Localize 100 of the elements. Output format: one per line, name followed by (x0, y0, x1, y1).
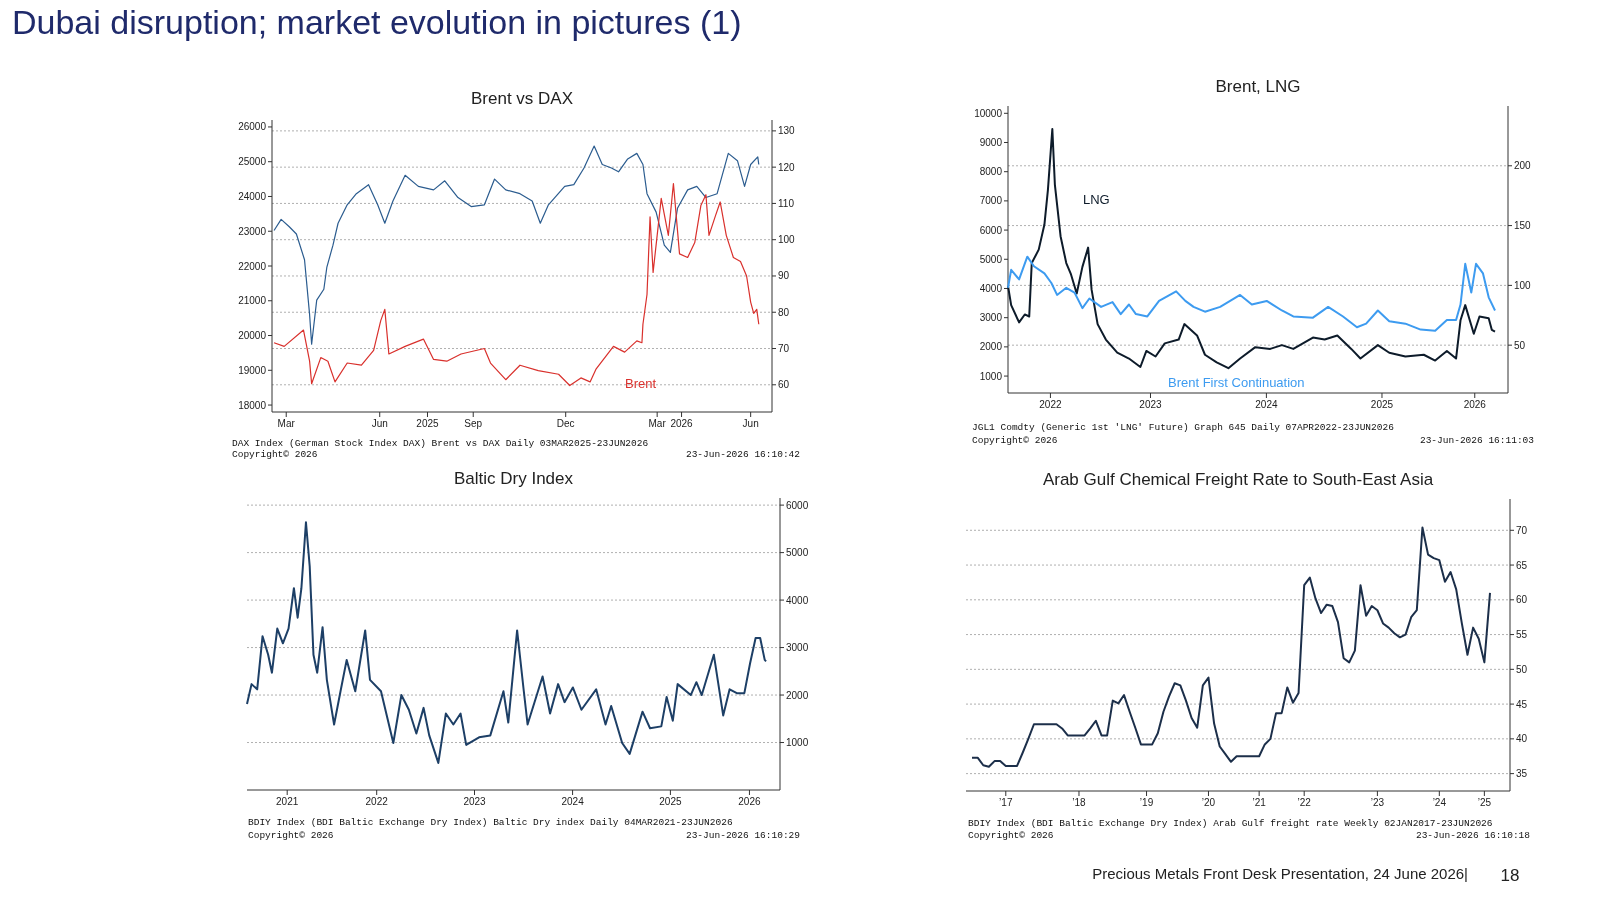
y-tick-label: 50 (1516, 663, 1528, 675)
line-series (246, 521, 768, 764)
y2-tick-label: 110 (778, 197, 795, 209)
x-tick-label: Jun (371, 418, 388, 429)
y2-tick-label: 120 (778, 161, 796, 173)
y-tick-label: 9000 (979, 137, 1003, 148)
y-tick-label: 22000 (238, 260, 267, 272)
y-tick-label: 5000 (979, 253, 1003, 265)
x-tick-label: ’20 (1201, 797, 1216, 808)
text: JGL1 Comdty (Generic 1st 'LNG' Future) Graph 645 Daily 07APR2022-23JUN2026 (972, 422, 1395, 433)
y2-tick-label: 200 (1514, 160, 1532, 172)
chart-title: Baltic Dry Index (453, 469, 574, 488)
y-tick-label: 26000 (238, 121, 267, 133)
y-tick-label: 55 (1516, 629, 1528, 641)
y-tick-label: 60 (1516, 594, 1528, 606)
y-tick-label: 35 (1516, 768, 1528, 780)
y-tick-label: 40 (1516, 733, 1528, 745)
y-tick-label: 3000 (979, 312, 1003, 324)
x-tick-label: Sep (464, 418, 483, 429)
x-tick-label: ’19 (1139, 797, 1154, 808)
text: Copyright© 2026 (968, 830, 1054, 841)
y-tick-label: 1000 (786, 737, 809, 749)
series-label: LNG (1083, 192, 1110, 207)
y2-tick-label: 100 (778, 234, 796, 246)
y2-tick-label: 130 (778, 125, 796, 137)
text: Dubai disruption; market evolution in pictures (1) (12, 3, 742, 41)
text: 23-Jun-2026 16:10:29 (685, 830, 801, 841)
x-tick-label: 2022 (365, 796, 389, 807)
y-tick-label: 6000 (979, 224, 1003, 236)
text: BDIY Index (BDI Baltic Exchange Dry Index) Baltic Dry index Daily 04MAR2021-23JUN2026 (248, 817, 733, 828)
x-tick-label: Mar (277, 418, 296, 429)
y2-tick-label: 70 (778, 343, 790, 355)
y-tick-label: 65 (1516, 559, 1528, 571)
y-tick-label: 7000 (979, 195, 1003, 207)
x-tick-label: 2026 (670, 418, 694, 429)
x-tick-label: 2024 (561, 796, 585, 807)
y-tick-label: 25000 (238, 156, 267, 168)
chart-title: Arab Gulf Chemical Freight Rate to South-East Asia (1042, 470, 1434, 489)
text: Brent First Continuation (1168, 375, 1305, 390)
line-series (1007, 255, 1497, 332)
y-tick-label: 20000 (238, 330, 267, 342)
y-tick-label: 21000 (238, 295, 267, 307)
text: Copyright© 2026 (972, 435, 1058, 446)
x-tick-label: Dec (556, 418, 575, 429)
chart-title: Brent vs DAX (470, 89, 574, 108)
x-tick-label: 2021 (276, 796, 299, 807)
y-tick-label: 5000 (786, 547, 809, 559)
x-tick-label: ’24 (1432, 797, 1447, 808)
y2-tick-label: 80 (778, 306, 790, 318)
text: 23-Jun-2026 16:10:18 (1415, 830, 1531, 841)
x-tick-label: ’18 (1072, 797, 1087, 808)
x-tick-label: 2025 (659, 796, 682, 807)
y-tick-label: 2000 (786, 689, 809, 701)
y-tick-label: 18000 (238, 399, 267, 411)
x-tick-label: Mar (648, 418, 667, 429)
y-tick-label: 45 (1516, 698, 1528, 710)
y-tick-label: 19000 (238, 364, 267, 376)
y2-tick-label: 100 (1514, 279, 1532, 291)
x-tick-label: Jun (742, 418, 759, 429)
x-tick-label: ’23 (1370, 797, 1385, 808)
text: 23-Jun-2026 16:11:03 (1419, 435, 1535, 446)
chart-title: Brent, LNG (1215, 77, 1301, 96)
x-tick-label: 2024 (1255, 399, 1278, 410)
text: 18 (1500, 866, 1520, 885)
x-tick-label: 2022 (1039, 399, 1062, 410)
series-label: Brent (625, 376, 657, 391)
x-tick-label: ’22 (1297, 797, 1312, 808)
x-tick-label: 2026 (738, 796, 762, 807)
y-tick-label: 6000 (786, 499, 809, 511)
x-tick-label: 2023 (1139, 399, 1163, 410)
line-series (971, 526, 1491, 768)
x-tick-label: ’17 (999, 797, 1013, 808)
y-tick-label: 24000 (238, 190, 267, 202)
text: Copyright© 2026 (232, 449, 318, 460)
text: DAX Index (German Stock Index DAX) Brent vs DAX Daily 03MAR2025-23JUN2026 (232, 438, 649, 449)
x-tick-label: 2025 (416, 418, 440, 429)
y-tick-label: 2000 (979, 341, 1003, 353)
y-tick-label: 8000 (979, 166, 1003, 178)
x-tick-label: 2023 (463, 796, 487, 807)
y-tick-label: 70 (1516, 524, 1528, 536)
x-tick-label: ’21 (1252, 797, 1267, 808)
text: BDIY Index (BDI Baltic Exchange Dry Index) Arab Gulf freight rate Weekly 02JAN2017-23JUN2026 (968, 818, 1493, 829)
line-series (1007, 128, 1497, 370)
x-tick-label: 2026 (1463, 399, 1487, 410)
text: Precious Metals Front Desk Presentation, 24 June 2026| (1092, 865, 1468, 882)
y-tick-label: 23000 (238, 225, 267, 237)
y-tick-label: 1000 (979, 370, 1003, 382)
y-tick-label: 10000 (974, 107, 1003, 119)
x-tick-label: ’25 (1477, 797, 1492, 808)
y2-tick-label: 60 (778, 379, 790, 391)
text: 23-Jun-2026 16:10:42 (685, 449, 801, 460)
y-tick-label: 3000 (786, 642, 809, 654)
y2-tick-label: 90 (778, 270, 790, 282)
text: Copyright© 2026 (248, 830, 334, 841)
line-series (273, 145, 760, 345)
x-tick-label: 2025 (1370, 399, 1394, 410)
y2-tick-label: 150 (1514, 220, 1532, 232)
y-tick-label: 4000 (979, 282, 1003, 294)
line-series (273, 182, 760, 387)
y-tick-label: 4000 (786, 594, 809, 606)
